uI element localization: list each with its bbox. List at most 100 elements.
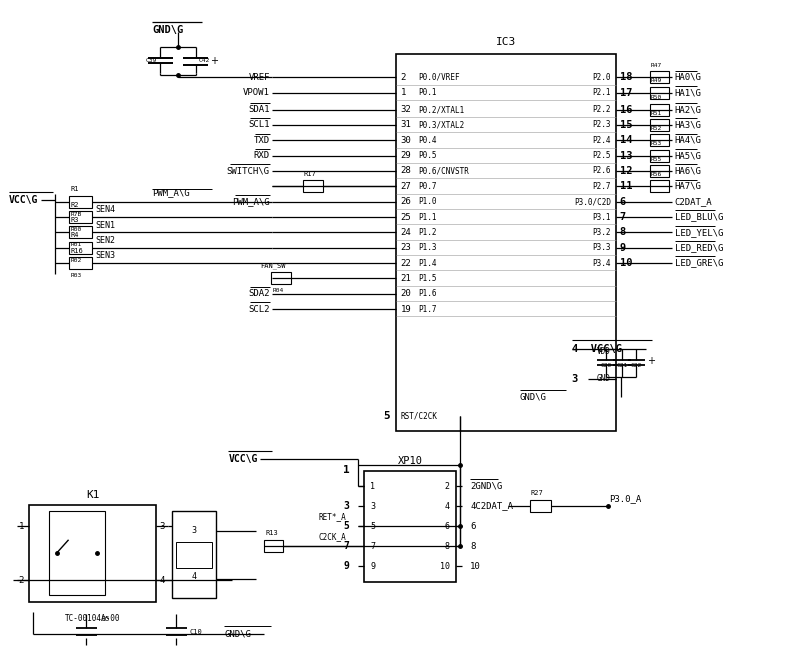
Bar: [396, 54, 616, 432]
Text: R52: R52: [650, 126, 662, 131]
Text: +: +: [210, 56, 218, 66]
Text: 13: 13: [620, 151, 632, 161]
Text: 30: 30: [401, 136, 411, 145]
Text: 3: 3: [160, 522, 165, 531]
Text: P2.1: P2.1: [592, 88, 611, 97]
Text: 1: 1: [370, 482, 375, 490]
Text: C39: C39: [146, 58, 158, 64]
Text: 27: 27: [401, 182, 411, 191]
Text: 3: 3: [370, 502, 375, 510]
Text: P2.3: P2.3: [592, 120, 611, 129]
Text: P0.7: P0.7: [418, 182, 437, 191]
Text: 17: 17: [620, 88, 632, 98]
Text: 5: 5: [344, 521, 350, 531]
Text: R53: R53: [650, 141, 662, 147]
Bar: [650, 165, 669, 177]
Text: 21: 21: [401, 274, 411, 283]
Bar: [650, 180, 669, 192]
Text: 19: 19: [401, 304, 411, 314]
Text: P2.0: P2.0: [592, 73, 611, 82]
Bar: [264, 540, 283, 552]
Text: 1: 1: [18, 522, 24, 531]
Text: GND\G: GND\G: [153, 25, 184, 35]
Text: P3.0/C2D: P3.0/C2D: [574, 197, 611, 206]
Text: GND\G: GND\G: [224, 629, 251, 638]
Text: P2.4: P2.4: [592, 136, 611, 145]
Text: 4: 4: [445, 502, 450, 510]
Bar: [650, 72, 669, 84]
Text: SEN3: SEN3: [95, 252, 115, 260]
Text: 8: 8: [620, 227, 626, 237]
Text: P0.1: P0.1: [418, 88, 437, 97]
Text: HA5\G: HA5\G: [674, 151, 702, 160]
Text: R02: R02: [70, 258, 82, 263]
Text: P1.6: P1.6: [418, 289, 437, 298]
Text: 7: 7: [344, 541, 350, 551]
Text: R13: R13: [265, 530, 278, 536]
Text: SDA2: SDA2: [248, 289, 270, 298]
Text: P3.4: P3.4: [592, 258, 611, 268]
Text: SEN2: SEN2: [95, 236, 115, 245]
Text: P2.7: P2.7: [592, 182, 611, 191]
Text: P1.7: P1.7: [418, 304, 437, 314]
Text: 5: 5: [383, 411, 390, 421]
Text: R4: R4: [70, 232, 78, 238]
Text: 10: 10: [620, 258, 632, 268]
Text: 9: 9: [344, 561, 350, 571]
Bar: [70, 226, 92, 238]
Text: HA7\G: HA7\G: [674, 182, 702, 191]
Text: 22: 22: [401, 258, 411, 268]
Text: 6: 6: [445, 522, 450, 531]
Text: +: +: [646, 355, 654, 365]
Text: 3: 3: [572, 373, 578, 383]
Text: PWM_A\G: PWM_A\G: [153, 188, 190, 197]
Text: 32: 32: [401, 105, 411, 114]
Text: 2: 2: [18, 576, 24, 585]
Text: R04: R04: [272, 288, 283, 294]
Text: VCC\G: VCC\G: [228, 454, 258, 464]
Text: P1.3: P1.3: [418, 244, 437, 252]
Text: 10: 10: [439, 562, 450, 571]
Text: K1: K1: [86, 490, 99, 500]
Text: 24: 24: [401, 228, 411, 237]
Text: 7: 7: [620, 212, 626, 222]
Bar: [176, 542, 212, 568]
Text: 8: 8: [470, 542, 476, 551]
Text: 23: 23: [401, 244, 411, 252]
Text: HA2\G: HA2\G: [674, 105, 702, 114]
Text: R03: R03: [70, 273, 82, 278]
Text: P1.5: P1.5: [418, 274, 437, 283]
Text: R27: R27: [531, 490, 544, 496]
Text: XP10: XP10: [398, 456, 422, 466]
Text: C22: C22: [630, 363, 642, 367]
Text: 10: 10: [470, 562, 481, 571]
Text: TC-00104A-00: TC-00104A-00: [65, 613, 120, 623]
Text: P2.2: P2.2: [592, 105, 611, 114]
Text: P3.2: P3.2: [592, 228, 611, 237]
Bar: [650, 104, 669, 116]
Bar: [49, 511, 105, 595]
Text: VREF: VREF: [248, 73, 270, 82]
Text: LED_RED\G: LED_RED\G: [674, 244, 723, 252]
Text: 9: 9: [370, 562, 375, 571]
Text: P0.5: P0.5: [418, 151, 437, 160]
Text: HA3\G: HA3\G: [674, 120, 702, 129]
Text: 2GND\G: 2GND\G: [470, 482, 502, 490]
Text: R3: R3: [70, 217, 78, 223]
Text: IC3: IC3: [496, 37, 516, 47]
Text: P0.0/VREF: P0.0/VREF: [418, 73, 460, 82]
Text: 4: 4: [160, 576, 165, 585]
Text: P3.3: P3.3: [592, 244, 611, 252]
Text: R01: R01: [70, 242, 82, 248]
Text: SWITCH\G: SWITCH\G: [227, 167, 270, 175]
Text: 9: 9: [620, 243, 626, 253]
Text: C42: C42: [198, 58, 210, 64]
Text: C20: C20: [601, 363, 612, 367]
Text: C21: C21: [616, 363, 628, 367]
Bar: [270, 272, 291, 284]
Text: D5: D5: [101, 616, 110, 622]
Text: 3: 3: [192, 526, 197, 535]
Bar: [70, 195, 92, 207]
Text: HA4\G: HA4\G: [674, 136, 702, 145]
Text: R00: R00: [70, 227, 82, 232]
